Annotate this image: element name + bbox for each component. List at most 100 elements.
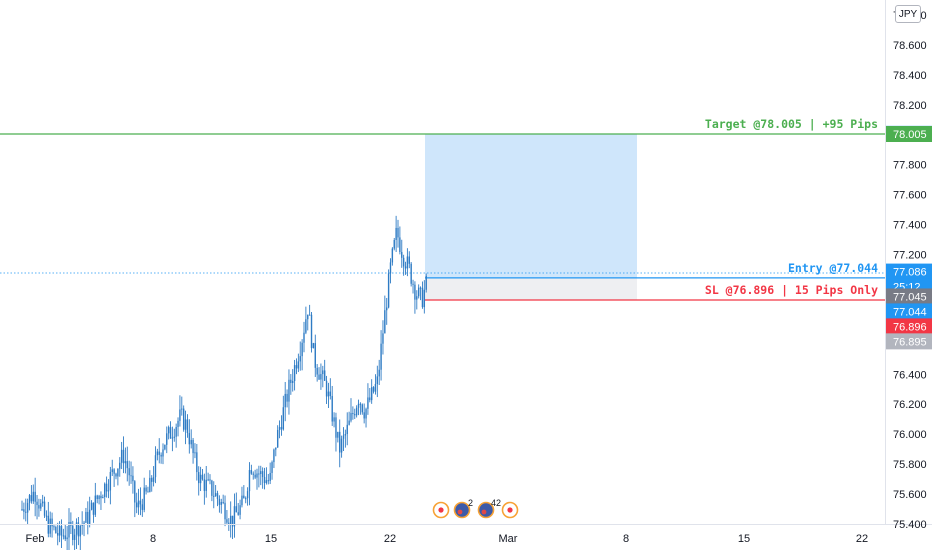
x-tick-label: Mar bbox=[499, 533, 518, 545]
candle-body bbox=[295, 365, 298, 369]
candle-body bbox=[177, 420, 179, 428]
candle-body bbox=[160, 454, 162, 457]
candle-body bbox=[224, 502, 226, 520]
candle-body bbox=[139, 500, 142, 505]
candle-body bbox=[152, 477, 155, 482]
candle-body bbox=[23, 509, 25, 512]
position-lines bbox=[0, 133, 885, 301]
candle-body bbox=[318, 374, 320, 380]
x-tick-label: Feb bbox=[26, 533, 45, 545]
candle-body bbox=[201, 474, 204, 480]
candle-body bbox=[77, 522, 80, 537]
candle-body bbox=[382, 333, 384, 344]
event-marker-1[interactable] bbox=[432, 501, 450, 519]
candle-body bbox=[421, 287, 424, 308]
candle-body bbox=[348, 420, 350, 425]
svg-text:2: 2 bbox=[496, 498, 501, 508]
candle-body bbox=[188, 432, 191, 445]
candle-body bbox=[263, 477, 266, 483]
candle-body bbox=[354, 414, 356, 416]
candle-body bbox=[260, 471, 262, 475]
candle-body bbox=[124, 461, 127, 464]
candle-body bbox=[248, 470, 251, 492]
candle-body bbox=[104, 483, 106, 498]
candle-body bbox=[68, 521, 70, 538]
profit-zone[interactable] bbox=[425, 134, 637, 278]
candle-body bbox=[169, 427, 172, 439]
candle-body bbox=[363, 412, 365, 419]
candle-body bbox=[113, 469, 115, 474]
candle-body bbox=[147, 491, 149, 493]
event-marker-flag-1[interactable]: 2 bbox=[453, 498, 474, 519]
candle-body bbox=[378, 369, 380, 377]
candle-body bbox=[231, 515, 234, 527]
x-axis-ticks[interactable]: Feb 8 15 22 Mar 8 15 22 bbox=[26, 533, 869, 545]
candle-body bbox=[416, 296, 418, 300]
candle-body bbox=[49, 518, 51, 534]
candle-body bbox=[51, 518, 53, 527]
candle-body bbox=[316, 367, 318, 375]
candle-body bbox=[81, 524, 83, 526]
candle-body bbox=[158, 451, 160, 455]
candle-body bbox=[387, 273, 390, 308]
candle-body bbox=[198, 472, 200, 484]
candle-body bbox=[34, 491, 36, 502]
candle-body bbox=[64, 535, 66, 540]
candle-body bbox=[214, 493, 217, 497]
event-marker-3[interactable] bbox=[501, 501, 519, 519]
x-tick-label: 15 bbox=[265, 533, 277, 545]
candle-body bbox=[98, 495, 100, 500]
price-badge-label: 76.895 bbox=[893, 336, 927, 348]
candle-body bbox=[94, 495, 97, 515]
candle-body bbox=[271, 462, 273, 473]
candle-body bbox=[211, 480, 213, 496]
candle-body bbox=[293, 365, 296, 382]
candle-body bbox=[38, 505, 40, 509]
candle-body bbox=[278, 427, 281, 431]
candle-body bbox=[329, 391, 332, 397]
candle-body bbox=[401, 251, 403, 258]
candle-body bbox=[243, 495, 245, 499]
price-badge-label: 76.896 bbox=[893, 321, 927, 333]
candle-body bbox=[288, 379, 290, 402]
event-marker-2[interactable]: 2 bbox=[495, 498, 501, 513]
candle-body bbox=[339, 431, 341, 453]
candle-body bbox=[179, 409, 181, 421]
candle-body bbox=[21, 509, 23, 511]
x-tick-label: 15 bbox=[738, 533, 750, 545]
candle-body bbox=[299, 356, 301, 362]
loss-zone[interactable] bbox=[425, 277, 637, 301]
event-marker-flag-2[interactable]: 4 bbox=[477, 498, 497, 519]
candle-body bbox=[132, 475, 134, 482]
event-markers[interactable]: 2 4 2 bbox=[432, 498, 519, 519]
candle-body bbox=[327, 391, 330, 397]
candle-body bbox=[41, 501, 44, 504]
candle-body bbox=[372, 387, 375, 392]
candle-body bbox=[166, 433, 168, 445]
candle-body bbox=[367, 397, 369, 409]
candle-body bbox=[173, 436, 175, 438]
candle-body bbox=[361, 404, 363, 413]
candle-body bbox=[325, 380, 328, 397]
candle-body bbox=[194, 452, 196, 454]
position-zones bbox=[425, 134, 637, 301]
candle-body bbox=[314, 343, 316, 368]
candle-body bbox=[149, 477, 151, 492]
candle-body bbox=[323, 370, 326, 381]
candle-body bbox=[303, 332, 305, 343]
candle-body bbox=[96, 495, 98, 500]
price-badges: 78.00678.00577.08625:1277.04577.04476.89… bbox=[886, 125, 932, 350]
candle-body bbox=[57, 533, 59, 536]
candle-body bbox=[66, 537, 68, 540]
candle-body bbox=[83, 522, 85, 525]
candle-body bbox=[109, 471, 112, 491]
candle-body bbox=[389, 262, 392, 274]
candle-body bbox=[408, 256, 410, 264]
candle-body bbox=[365, 408, 367, 419]
y-tick-label: 77.800 bbox=[893, 160, 927, 172]
candle-body bbox=[414, 284, 416, 300]
currency-label[interactable]: JPY bbox=[895, 5, 921, 23]
candle-body bbox=[399, 237, 401, 252]
candle-body bbox=[79, 525, 81, 537]
